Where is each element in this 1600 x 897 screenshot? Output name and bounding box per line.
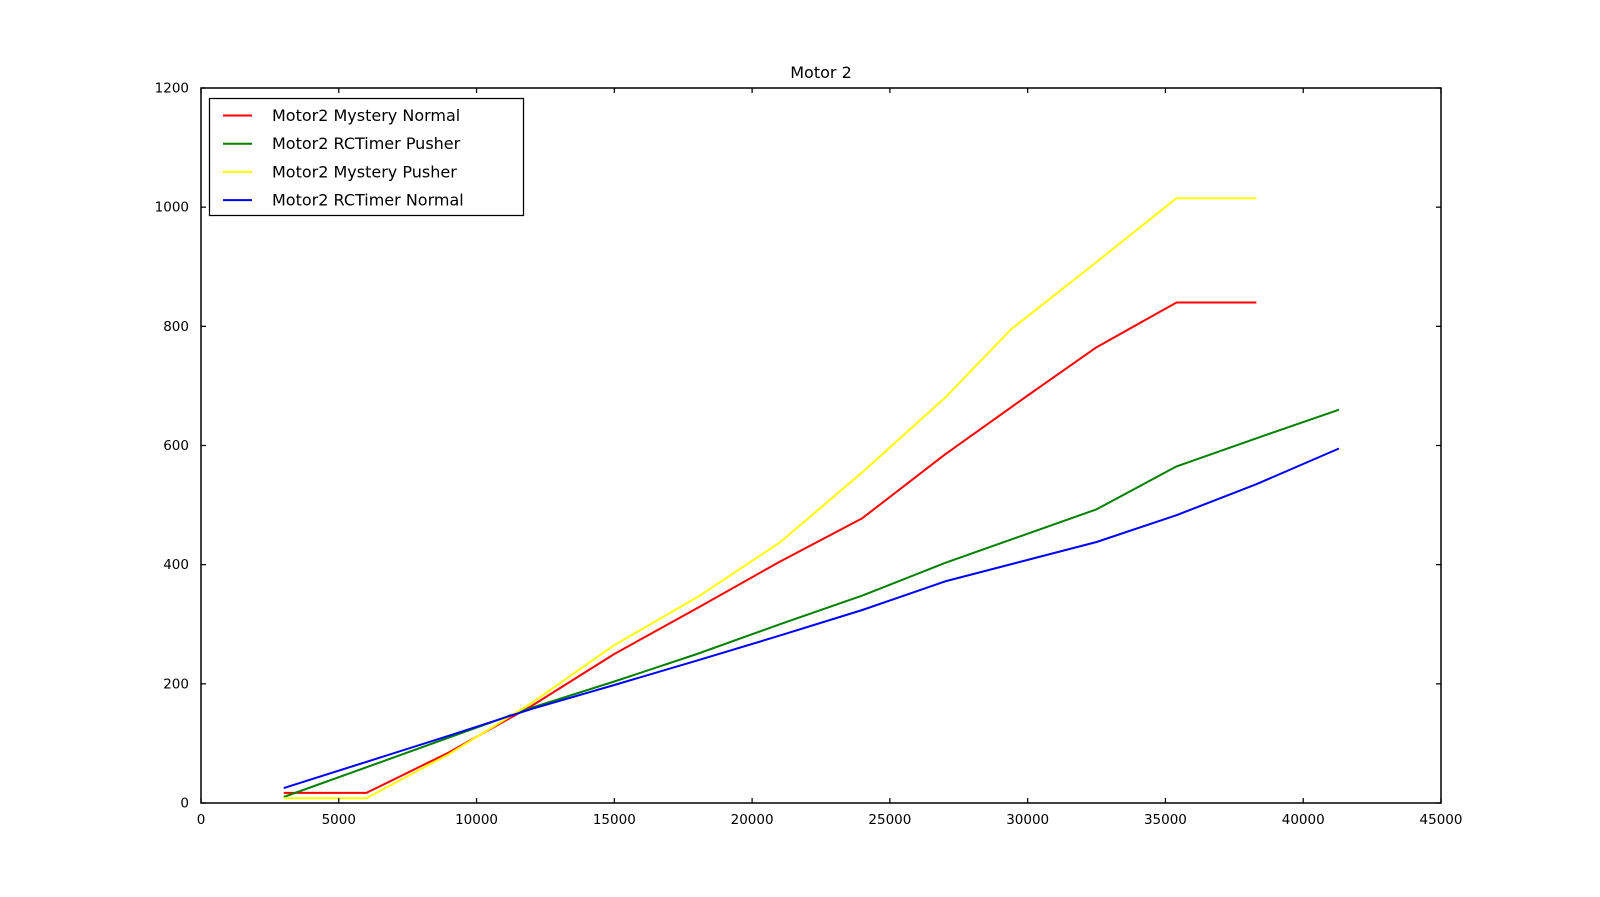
legend-entry-label: Motor2 Mystery Normal: [272, 106, 460, 125]
y-axis-tick-label: 1000: [155, 200, 189, 216]
legend-box: [208, 97, 525, 217]
y-axis-tick-label: 600: [163, 438, 189, 454]
legend: Motor2 Mystery Normal Motor2 RCTimer Push…: [208, 97, 525, 217]
legend-entry: Motor2 RCTimer Normal: [223, 191, 464, 210]
legend-entry-label: Motor2 Mystery Pusher: [272, 162, 457, 181]
y-axis-tick-label: 400: [163, 557, 189, 573]
x-axis-tick-label: 0: [197, 812, 206, 828]
y-axis-tick-label: 1200: [155, 81, 189, 97]
y-axis-tick-label: 800: [163, 319, 189, 335]
legend-entry-label: Motor2 RCTimer Normal: [272, 191, 464, 210]
x-axis-tick-label: 40000: [1282, 812, 1325, 828]
y-axis-tick-label: 200: [163, 676, 189, 692]
series-line-motor2-mystery-normal: [283, 301, 1257, 794]
x-axis-tick-label: 10000: [455, 812, 498, 828]
y-axis-tick-label: 0: [180, 796, 189, 812]
x-axis-tick-label: 20000: [731, 812, 774, 828]
x-axis-tick-label: 30000: [1006, 812, 1049, 828]
series-line-motor2-rctimer-pusher: [283, 408, 1340, 798]
x-axis-tick-label: 45000: [1420, 812, 1463, 828]
series-line-motor2-rctimer-normal: [283, 447, 1340, 790]
legend-entry-label: Motor2 RCTimer Pusher: [272, 134, 461, 153]
x-axis-tick-label: 5000: [322, 812, 356, 828]
x-axis-tick-label: 15000: [593, 812, 636, 828]
legend-entry: Motor2 Mystery Pusher: [223, 162, 457, 181]
series-line-motor2-mystery-pusher: [283, 197, 1257, 800]
axes-frame: 0 5000 10000 15000 20000 25000 30000 35000 40000…: [155, 81, 1463, 829]
chart-title: Motor 2: [790, 63, 852, 82]
legend-entry: Motor2 RCTimer Pusher: [223, 134, 461, 153]
x-axis-tick-label: 25000: [868, 812, 911, 828]
series-lines: [283, 197, 1340, 800]
x-axis-tick-label: 35000: [1144, 812, 1187, 828]
legend-entry: Motor2 Mystery Normal: [223, 106, 460, 125]
